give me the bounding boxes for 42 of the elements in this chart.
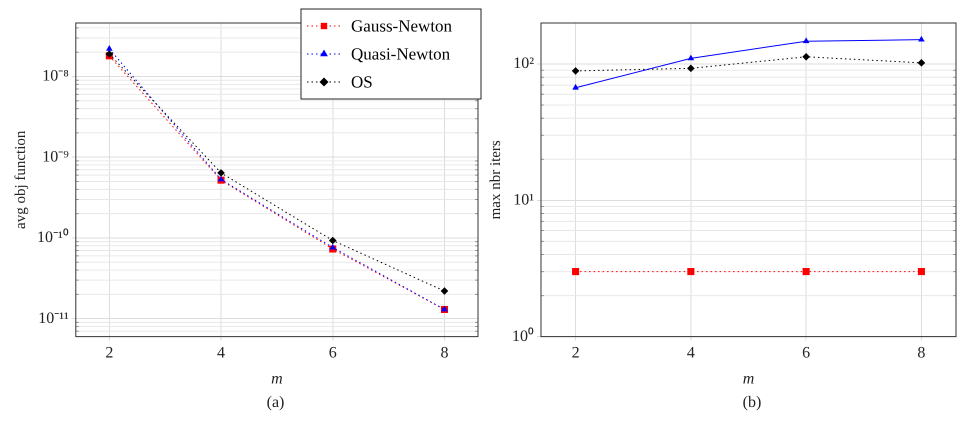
y-tick-label: 10⁻⁹ (42, 148, 70, 166)
point (572, 268, 580, 276)
point (918, 59, 926, 67)
point (918, 268, 925, 276)
y-tick-label: 10¹ (513, 192, 534, 209)
x-axis-title: m (742, 370, 754, 388)
x-tick-label: 6 (802, 344, 810, 362)
point (802, 52, 810, 61)
text: (a) (266, 394, 286, 412)
text: (b) (742, 394, 762, 412)
legend-label: Quasi-Newton (351, 44, 451, 64)
point (688, 54, 694, 60)
y-tick-label: 10⁰ (512, 326, 534, 345)
point (918, 36, 925, 42)
point (802, 268, 810, 276)
legend-label: OS (351, 72, 373, 92)
x-tick-label: 6 (328, 344, 337, 362)
x-tick-label: 8 (917, 344, 926, 362)
x-tick-label: 4 (217, 344, 226, 362)
y-tick-label: 10⁻⁸ (42, 68, 69, 85)
x-tick-label: 2 (572, 344, 580, 362)
x-tick-label: 8 (440, 344, 448, 362)
y-tick-label: 10⁻¹¹ (38, 310, 69, 327)
x-tick-label: 4 (686, 344, 695, 362)
point (802, 37, 810, 44)
y-tick-label: 10² (513, 55, 534, 72)
y-axis-title: max nbr iters (488, 140, 504, 220)
x-tick-label: 2 (105, 344, 114, 362)
y-tick-label: 10⁻¹⁰ (37, 228, 69, 246)
point (217, 169, 225, 177)
point (687, 64, 695, 72)
point (440, 287, 448, 295)
y-axis-title: avg obj function (12, 130, 29, 229)
point (106, 45, 113, 51)
point (328, 236, 337, 244)
point (329, 244, 336, 250)
point (687, 268, 694, 276)
point (572, 67, 580, 75)
legend-label: Gauss-Newton (351, 16, 453, 36)
point (572, 84, 579, 90)
point (218, 176, 224, 182)
x-axis-title: m (271, 370, 283, 388)
